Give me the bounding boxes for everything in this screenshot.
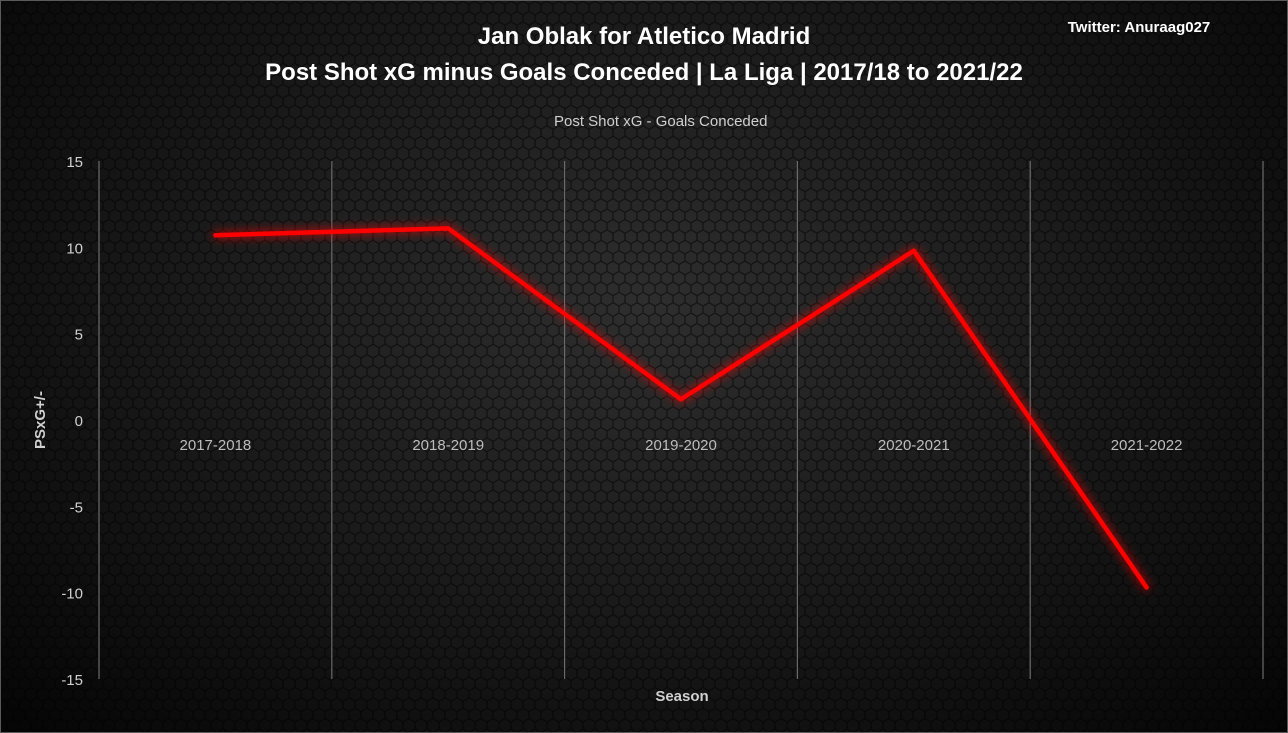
x-axis-title: Season: [655, 688, 708, 705]
x-tick-label: 2017-2018: [180, 437, 252, 454]
twitter-credit: Twitter: Anuraag027: [1068, 19, 1211, 36]
y-tick-label: -10: [61, 586, 83, 603]
y-tick-label: 10: [66, 240, 83, 257]
y-tick-label: 0: [75, 413, 83, 430]
y-tick-label: 15: [66, 154, 83, 171]
x-tick-label: 2019-2020: [645, 437, 717, 454]
y-axis-title: PSxG+/-: [32, 391, 49, 449]
chart-title: Jan Oblak for Atletico Madrid: [478, 23, 811, 50]
series-layer: [213, 226, 1149, 590]
x-tick-label: 2021-2022: [1111, 437, 1183, 454]
grid-lines: [98, 161, 1264, 679]
y-axis-ticks: 15 10 5 0 -5 -10 -15: [61, 154, 83, 689]
y-tick-label: -15: [61, 672, 83, 689]
x-axis-ticks: 2017-2018 2018-2019 2019-2020 2020-2021 2021…: [180, 437, 1183, 454]
y-tick-label: 5: [75, 327, 83, 344]
x-tick-label: 2020-2021: [878, 437, 950, 454]
legend: Post Shot xG - Goals Conceded: [509, 113, 767, 130]
series-line: [213, 226, 1149, 590]
chart-subtitle: Post Shot xG minus Goals Conceded | La L…: [265, 59, 1023, 86]
x-tick-label: 2018-2019: [412, 437, 484, 454]
y-tick-label: -5: [70, 499, 83, 516]
legend-label: Post Shot xG - Goals Conceded: [554, 113, 767, 130]
